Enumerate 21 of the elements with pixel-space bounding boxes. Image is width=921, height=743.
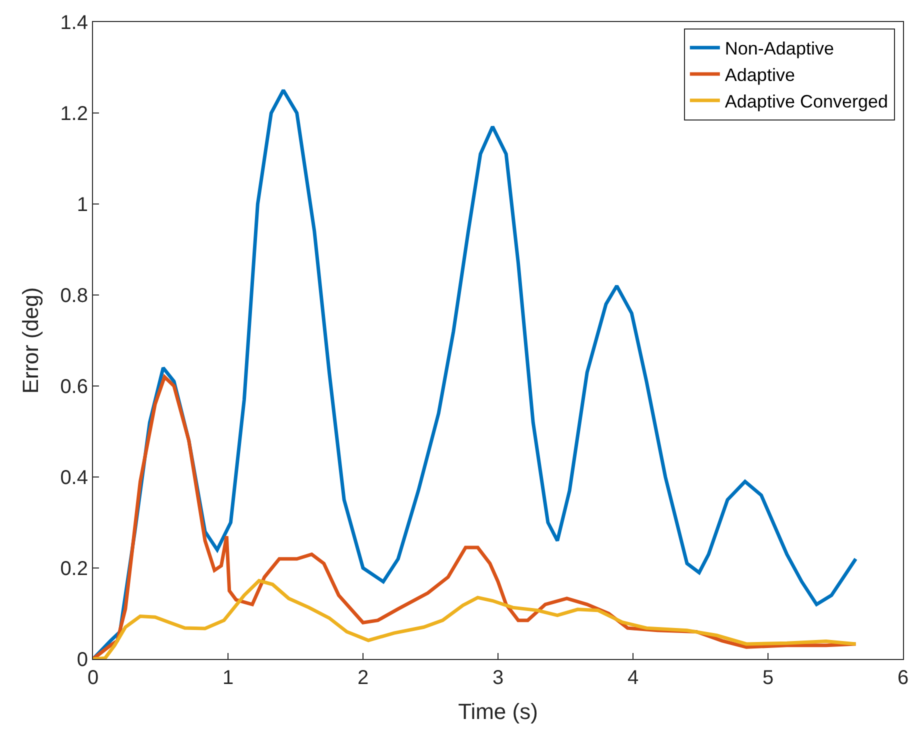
x-axis-title: Time (s) [458,698,538,724]
y-tick-label: 0.2 [60,558,88,580]
legend-label: Adaptive [724,64,795,85]
y-tick-label: 0.8 [60,285,88,307]
y-axis-title: Error (deg) [18,287,43,394]
y-tick-label: 0.6 [60,376,88,398]
x-tick-label: 1 [222,667,234,689]
legend-label: Adaptive Converged [724,91,888,112]
x-tick-label: 3 [492,667,504,689]
x-tick-label: 5 [762,667,774,689]
y-tick-label: 0 [76,649,88,671]
x-tick-label: 2 [357,667,369,689]
y-tick-label: 1 [76,194,88,216]
line-series [93,375,858,659]
line-series [93,578,858,659]
y-tick-label: 0.4 [60,467,88,489]
legend-label: Non-Adaptive [724,38,834,59]
x-tick-label: 6 [897,667,909,689]
x-tick-label: 4 [627,667,639,689]
y-tick-label: 1.2 [60,103,88,125]
y-tick-label: 1.4 [60,12,88,34]
